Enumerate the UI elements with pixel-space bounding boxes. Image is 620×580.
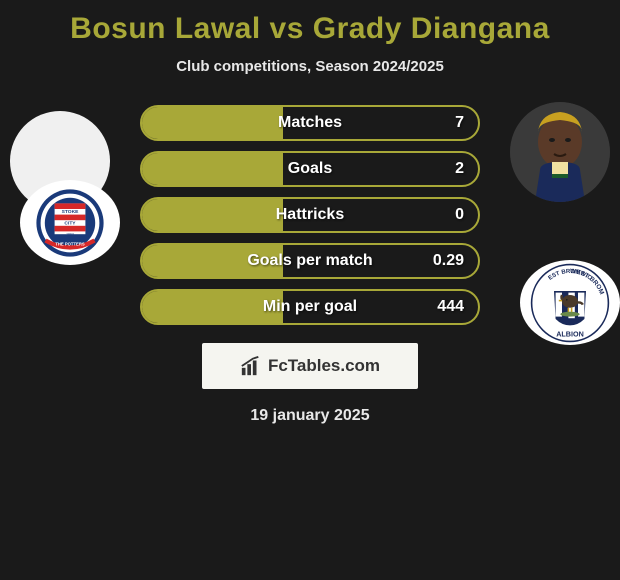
stat-value: 0: [455, 206, 464, 224]
stat-value: 0.29: [433, 252, 464, 270]
svg-text:ALBION: ALBION: [556, 329, 584, 338]
comparison-title: Bosun Lawal vs Grady Diangana: [0, 0, 620, 46]
stat-bar-min-per-goal: Min per goal 444: [140, 289, 480, 325]
stat-fill: [142, 199, 283, 231]
svg-text:THE POTTERS: THE POTTERS: [55, 241, 85, 246]
stat-bar-hattricks: Hattricks 0: [140, 197, 480, 233]
stat-value: 2: [455, 160, 464, 178]
stat-label: Hattricks: [276, 206, 344, 224]
svg-text:1863: 1863: [66, 232, 74, 236]
bar-chart-icon: [240, 355, 262, 377]
stat-bar-goals-per-match: Goals per match 0.29: [140, 243, 480, 279]
player-right-avatar: [510, 102, 610, 202]
svg-text:STOKE: STOKE: [62, 209, 79, 215]
stoke-city-badge-icon: STOKE CITY 1863 THE POTTERS: [35, 188, 105, 258]
club-right-badge: WEST BROMWICH EST BROMWIC ALBION: [520, 260, 620, 345]
stat-bar-matches: Matches 7: [140, 105, 480, 141]
stat-label: Goals per match: [247, 252, 372, 270]
stat-value: 444: [437, 298, 464, 316]
branding-text: FcTables.com: [268, 356, 380, 376]
stat-value: 7: [455, 114, 464, 132]
stat-fill: [142, 153, 283, 185]
stat-fill: [142, 107, 283, 139]
stat-label: Matches: [278, 114, 342, 132]
comparison-content: STOKE CITY 1863 THE POTTERS WEST BROMWIC…: [0, 105, 620, 425]
west-brom-badge-icon: WEST BROMWICH EST BROMWIC ALBION: [525, 263, 615, 343]
stat-label: Min per goal: [263, 298, 357, 316]
player-photo-icon: [510, 102, 610, 202]
svg-text:CITY: CITY: [64, 220, 76, 226]
branding-box: FcTables.com: [202, 343, 418, 389]
comparison-subtitle: Club competitions, Season 2024/2025: [0, 58, 620, 75]
club-left-badge: STOKE CITY 1863 THE POTTERS: [20, 180, 120, 265]
stats-container: Matches 7 Goals 2 Hattricks 0 Goals per …: [140, 105, 480, 325]
stat-bar-goals: Goals 2: [140, 151, 480, 187]
stat-label: Goals: [288, 160, 332, 178]
comparison-date: 19 january 2025: [0, 407, 620, 425]
